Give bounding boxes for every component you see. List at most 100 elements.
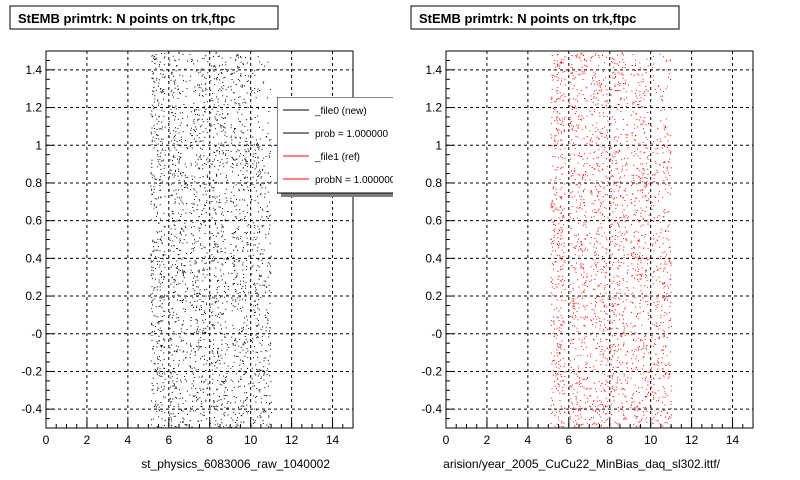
scatter-point: [582, 284, 584, 286]
scatter-point: [625, 134, 627, 136]
scatter-point: [175, 396, 177, 398]
scatter-point: [670, 150, 672, 152]
scatter-point: [197, 114, 198, 116]
scatter-point: [622, 311, 624, 313]
scatter-point: [555, 207, 557, 209]
scatter-point: [582, 317, 584, 319]
scatter-point: [257, 333, 259, 335]
scatter-point: [561, 173, 563, 175]
scatter-point: [640, 290, 642, 292]
scatter-point: [575, 395, 577, 397]
scatter-point: [646, 345, 648, 347]
scatter-point: [590, 266, 592, 268]
scatter-point: [156, 231, 158, 233]
scatter-point: [235, 426, 237, 428]
scatter-point: [663, 409, 665, 411]
scatter-point: [267, 276, 269, 278]
scatter-point: [237, 57, 239, 59]
scatter-point: [169, 352, 171, 354]
scatter-point: [199, 293, 201, 295]
scatter-point: [592, 318, 594, 320]
scatter-point: [586, 175, 588, 177]
scatter-point: [243, 189, 245, 191]
scatter-point: [561, 237, 563, 239]
scatter-point: [634, 408, 636, 410]
scatter-point: [245, 372, 246, 374]
scatter-point: [257, 195, 258, 197]
scatter-point: [620, 348, 622, 350]
scatter-point: [584, 72, 586, 74]
scatter-point: [557, 90, 559, 92]
scatter-point: [207, 72, 209, 74]
scatter-point: [269, 139, 270, 141]
scatter-point: [583, 378, 585, 380]
scatter-point: [664, 188, 666, 190]
scatter-point: [635, 253, 636, 255]
scatter-point: [163, 359, 165, 360]
scatter-point: [622, 54, 624, 56]
scatter-point: [639, 67, 641, 69]
scatter-point: [179, 379, 181, 381]
scatter-point: [576, 262, 577, 264]
scatter-point: [593, 158, 594, 160]
scatter-point: [643, 311, 644, 313]
scatter-point: [659, 246, 661, 248]
scatter-point: [210, 341, 212, 343]
scatter-point: [558, 132, 559, 134]
scatter-point: [173, 311, 175, 313]
scatter-point: [260, 194, 262, 196]
scatter-point: [659, 267, 661, 269]
scatter-point: [590, 60, 591, 62]
scatter-point: [160, 169, 162, 171]
scatter-point: [594, 55, 596, 56]
scatter-point: [584, 249, 586, 251]
scatter-point: [265, 357, 267, 359]
scatter-point: [155, 79, 157, 81]
scatter-point: [615, 151, 617, 153]
scatter-point: [662, 196, 664, 198]
scatter-point: [558, 209, 560, 211]
scatter-point: [569, 219, 571, 221]
scatter-point: [160, 272, 161, 274]
scatter-point: [216, 150, 218, 152]
scatter-point: [257, 142, 259, 144]
scatter-point: [234, 237, 236, 239]
scatter-point: [622, 301, 624, 303]
scatter-point: [253, 153, 255, 155]
scatter-point: [613, 181, 615, 183]
scatter-point: [662, 166, 664, 168]
scatter-point: [190, 304, 192, 306]
scatter-point: [595, 411, 596, 413]
scatter-point: [153, 147, 155, 149]
scatter-point: [600, 223, 602, 225]
scatter-point: [242, 262, 244, 264]
scatter-point: [158, 281, 160, 283]
scatter-point: [203, 106, 205, 108]
scatter-point: [193, 306, 194, 308]
scatter-point: [618, 393, 620, 395]
scatter-point: [592, 134, 594, 136]
scatter-point: [561, 58, 563, 60]
scatter-point: [639, 144, 641, 146]
scatter-point: [156, 215, 157, 217]
scatter-point: [191, 135, 193, 137]
scatter-point: [643, 346, 645, 348]
scatter-point: [640, 179, 642, 181]
scatter-point: [595, 76, 597, 78]
scatter-point: [234, 422, 236, 423]
scatter-point: [259, 170, 261, 172]
scatter-point: [231, 233, 233, 234]
scatter-point: [553, 380, 555, 382]
scatter-point: [192, 380, 194, 382]
scatter-point: [246, 212, 248, 214]
scatter-point: [164, 346, 165, 348]
scatter-point: [574, 170, 576, 172]
scatter-point: [664, 422, 666, 424]
scatter-point: [253, 232, 255, 234]
scatter-point: [226, 200, 228, 202]
scatter-point: [582, 176, 584, 178]
scatter-point: [184, 225, 186, 227]
scatter-point: [219, 114, 221, 116]
scatter-point: [562, 320, 564, 322]
scatter-point: [627, 377, 629, 379]
